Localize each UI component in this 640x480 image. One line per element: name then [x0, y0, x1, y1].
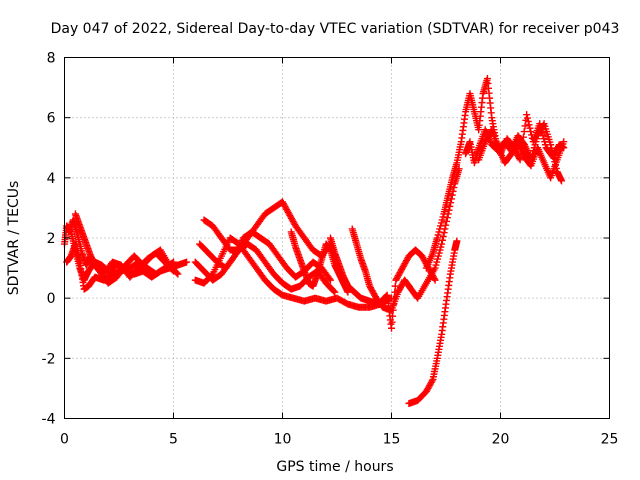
data-point	[440, 229, 448, 237]
data-point	[442, 221, 450, 229]
data-point	[520, 128, 528, 136]
data-point	[331, 288, 339, 296]
data-point	[453, 237, 461, 245]
x-tick-label: 5	[169, 432, 178, 448]
data-point	[515, 154, 523, 162]
axis-ticks: 0 5 10 15 20 25 -4 -2 0 2 4 6 8	[42, 51, 619, 448]
chart-title: Day 047 of 2022, Sidereal Day-to-day VTE…	[51, 21, 620, 37]
data-point	[388, 318, 396, 326]
data-point	[443, 214, 451, 222]
data-point	[547, 144, 555, 152]
data-point	[430, 275, 438, 283]
data-point	[523, 114, 531, 122]
y-tick-label: -2	[42, 351, 56, 367]
y-tick-label: 2	[47, 231, 56, 247]
y-tick-label: 8	[47, 51, 56, 67]
data-point	[446, 202, 454, 210]
y-axis-label: SDTVAR / TECUs	[6, 181, 22, 296]
data-point	[550, 154, 558, 162]
data-point	[558, 177, 566, 185]
data-point	[548, 148, 556, 156]
data-point	[521, 122, 529, 130]
data-point	[389, 312, 397, 320]
data-point	[448, 191, 456, 199]
grid	[64, 57, 610, 419]
y-tick-label: 6	[47, 111, 56, 127]
data-point	[388, 324, 395, 332]
y-tick-label: 0	[47, 291, 56, 307]
x-tick-label: 25	[601, 432, 619, 448]
data-point	[326, 276, 334, 284]
data-point	[391, 282, 399, 290]
data-point	[516, 156, 524, 164]
data-point	[524, 117, 532, 125]
y-tick-label: -4	[42, 412, 56, 428]
x-tick-label: 0	[60, 432, 69, 448]
data-point	[170, 258, 177, 266]
data-point	[174, 270, 182, 278]
x-tick-label: 20	[492, 432, 510, 448]
data-point	[445, 206, 453, 214]
data-point	[431, 276, 439, 284]
data-point	[325, 275, 333, 283]
data-point	[173, 269, 181, 277]
data-point	[183, 258, 191, 266]
data-point	[330, 287, 338, 295]
data-point	[560, 138, 568, 146]
data-point	[526, 124, 534, 132]
data-point	[443, 217, 451, 225]
x-tick-label: 10	[274, 432, 292, 448]
data-points	[61, 75, 568, 407]
x-tick-label: 15	[383, 432, 401, 448]
data-point	[439, 232, 447, 240]
data-point	[438, 240, 446, 248]
data-point	[525, 121, 533, 129]
data-point	[547, 141, 555, 149]
x-axis-label: GPS time / hours	[276, 459, 393, 475]
data-point	[428, 377, 436, 385]
data-point	[523, 111, 531, 119]
y-tick-label: 4	[47, 171, 56, 187]
data-point	[527, 128, 535, 136]
